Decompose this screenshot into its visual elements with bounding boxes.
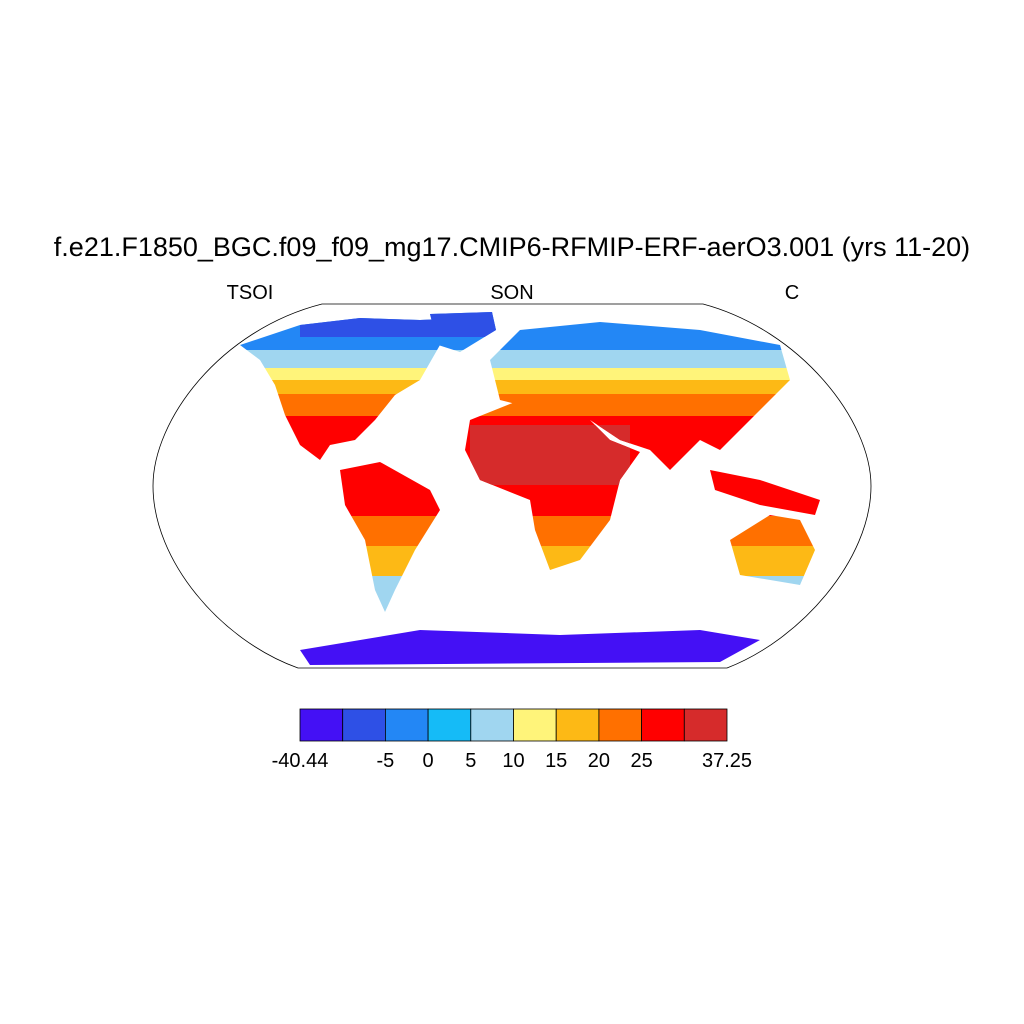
colorbar-label: 25 — [630, 750, 652, 772]
colorbar-box — [683, 708, 728, 742]
colorbar-box — [555, 708, 600, 742]
center-label: SON — [490, 282, 533, 304]
title: f.e21.F1850_BGC.f09_f09_mg17.CMIP6-RFMIP… — [54, 232, 970, 262]
colorbar-box — [641, 708, 685, 742]
colorbar-box — [598, 708, 643, 742]
right-label: C — [785, 282, 799, 304]
map — [152, 303, 872, 669]
land-fill — [240, 312, 820, 665]
colorbar-label: 37.25 — [702, 750, 752, 772]
colorbar-label: 5 — [465, 750, 476, 772]
left-label: TSOI — [227, 282, 274, 304]
colorbar-label: -40.44 — [272, 750, 329, 772]
colorbar-box — [384, 708, 429, 742]
colorbar-label: 20 — [588, 750, 610, 772]
colorbar-box — [513, 708, 557, 742]
colorbar-box — [427, 708, 472, 742]
map-outline — [152, 303, 872, 669]
colorbar: -40.44 -5 0 5 10 15 20 25 37.25 — [272, 708, 752, 772]
colorbar-box — [299, 708, 344, 742]
colorbar-label: 10 — [502, 750, 524, 772]
colorbar-box — [470, 708, 514, 742]
colorbar-label: 15 — [545, 750, 567, 772]
colorbar-label: -5 — [377, 750, 395, 772]
colorbar-box — [342, 708, 386, 742]
colorbar-label: 0 — [423, 750, 434, 772]
